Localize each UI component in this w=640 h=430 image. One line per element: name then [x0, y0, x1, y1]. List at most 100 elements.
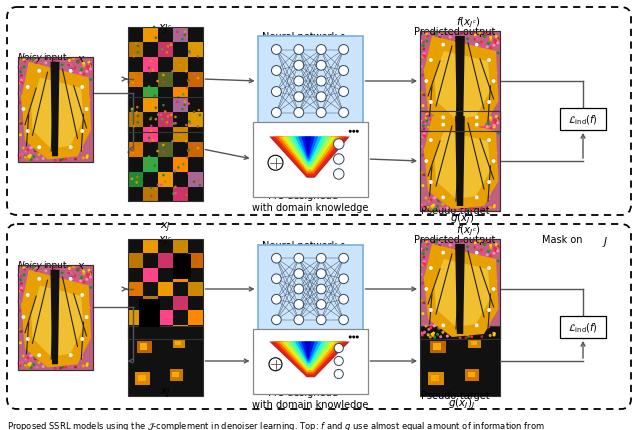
Circle shape [26, 316, 28, 317]
Circle shape [488, 146, 490, 148]
Circle shape [85, 316, 88, 319]
Circle shape [429, 300, 431, 302]
Circle shape [31, 122, 33, 123]
Circle shape [470, 174, 471, 175]
Circle shape [493, 120, 495, 122]
Circle shape [156, 34, 157, 36]
Circle shape [64, 332, 65, 333]
Circle shape [28, 279, 29, 281]
Circle shape [83, 365, 84, 367]
Circle shape [58, 294, 60, 295]
Circle shape [62, 302, 63, 303]
Circle shape [316, 254, 326, 264]
Circle shape [172, 71, 173, 73]
Circle shape [36, 150, 38, 151]
Circle shape [467, 39, 468, 40]
Text: Pseudo-target: Pseudo-target [420, 206, 490, 215]
Circle shape [463, 279, 465, 281]
Bar [173, 142, 188, 157]
Circle shape [138, 144, 139, 145]
Circle shape [445, 295, 447, 296]
Circle shape [424, 134, 425, 135]
Circle shape [166, 123, 168, 124]
Circle shape [460, 313, 461, 315]
Circle shape [464, 188, 465, 190]
Circle shape [487, 108, 488, 109]
Circle shape [35, 322, 36, 324]
Circle shape [481, 196, 483, 197]
Circle shape [486, 86, 488, 88]
Circle shape [468, 147, 469, 148]
Circle shape [449, 117, 451, 119]
Circle shape [268, 156, 283, 171]
Bar [143, 142, 157, 157]
Circle shape [438, 324, 439, 326]
Circle shape [441, 114, 442, 116]
Circle shape [19, 157, 20, 159]
Circle shape [472, 172, 474, 174]
Circle shape [436, 294, 437, 295]
Circle shape [79, 304, 80, 305]
Circle shape [488, 44, 489, 45]
Circle shape [439, 327, 441, 328]
Circle shape [463, 277, 464, 279]
Circle shape [483, 189, 484, 191]
Circle shape [458, 121, 460, 123]
Circle shape [433, 186, 435, 187]
Circle shape [36, 357, 38, 359]
Circle shape [19, 282, 20, 283]
Circle shape [49, 69, 51, 71]
Circle shape [476, 37, 477, 38]
Circle shape [54, 304, 56, 305]
Circle shape [443, 57, 445, 58]
Circle shape [456, 126, 458, 127]
Circle shape [52, 348, 54, 350]
Bar [188, 127, 202, 142]
Circle shape [63, 285, 65, 286]
Circle shape [460, 106, 461, 108]
Circle shape [445, 101, 447, 102]
Circle shape [294, 108, 304, 118]
Circle shape [495, 83, 497, 85]
Circle shape [38, 273, 40, 275]
Circle shape [56, 283, 58, 285]
Circle shape [441, 194, 442, 196]
Circle shape [85, 123, 86, 125]
Polygon shape [424, 117, 499, 209]
Circle shape [476, 266, 477, 268]
Circle shape [54, 314, 56, 315]
Circle shape [460, 193, 461, 194]
Circle shape [454, 43, 455, 45]
Circle shape [484, 75, 486, 77]
Circle shape [20, 283, 22, 285]
Circle shape [88, 319, 90, 320]
Circle shape [475, 320, 477, 322]
Circle shape [449, 309, 450, 310]
Circle shape [438, 117, 439, 118]
Circle shape [472, 113, 474, 114]
Circle shape [454, 282, 455, 283]
Circle shape [434, 337, 435, 338]
Circle shape [56, 273, 57, 274]
Circle shape [71, 321, 73, 322]
Circle shape [457, 319, 459, 320]
Circle shape [429, 337, 431, 338]
Circle shape [449, 114, 451, 116]
Circle shape [316, 269, 326, 279]
Circle shape [477, 143, 479, 145]
Circle shape [454, 249, 456, 251]
Circle shape [84, 345, 86, 347]
Circle shape [37, 351, 38, 353]
Circle shape [450, 115, 452, 117]
Circle shape [493, 176, 495, 178]
Circle shape [431, 310, 433, 311]
Circle shape [467, 317, 468, 319]
Circle shape [490, 245, 492, 247]
Circle shape [67, 59, 68, 60]
Circle shape [87, 277, 88, 279]
Circle shape [62, 128, 63, 129]
Circle shape [475, 150, 476, 152]
Bar [173, 57, 188, 72]
Circle shape [448, 328, 450, 330]
Circle shape [26, 337, 28, 338]
